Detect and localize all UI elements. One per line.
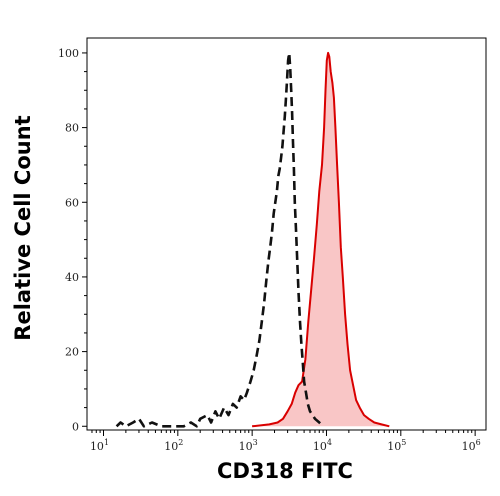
x-axis-title: CD318 FITC <box>217 459 353 483</box>
y-tick-label: 80 <box>65 122 79 135</box>
y-tick-label: 60 <box>65 196 79 209</box>
series-1-line <box>115 51 325 428</box>
x-tick-label: 106 <box>462 438 481 453</box>
x-axis: 101 102 103 104 105 106 <box>90 430 481 453</box>
x-tick-label: 102 <box>164 438 183 453</box>
x-tick-label: 103 <box>239 438 258 453</box>
x-tick-label: 105 <box>387 438 406 453</box>
x-tick-label: 104 <box>313 438 332 453</box>
y-tick-label: 100 <box>58 47 79 60</box>
plot-frame <box>86 37 487 431</box>
y-tick-label: 20 <box>65 346 79 359</box>
series-0-line <box>251 51 390 428</box>
y-axis-title: Relative Cell Count <box>11 115 35 340</box>
x-tick-label: 101 <box>90 438 109 453</box>
y-tick-label: 0 <box>72 420 79 433</box>
y-tick-label: 40 <box>65 271 79 284</box>
series-0-fill <box>252 52 390 427</box>
plot-area <box>86 37 487 431</box>
y-axis: 0 20 40 60 80 100 <box>58 47 87 433</box>
